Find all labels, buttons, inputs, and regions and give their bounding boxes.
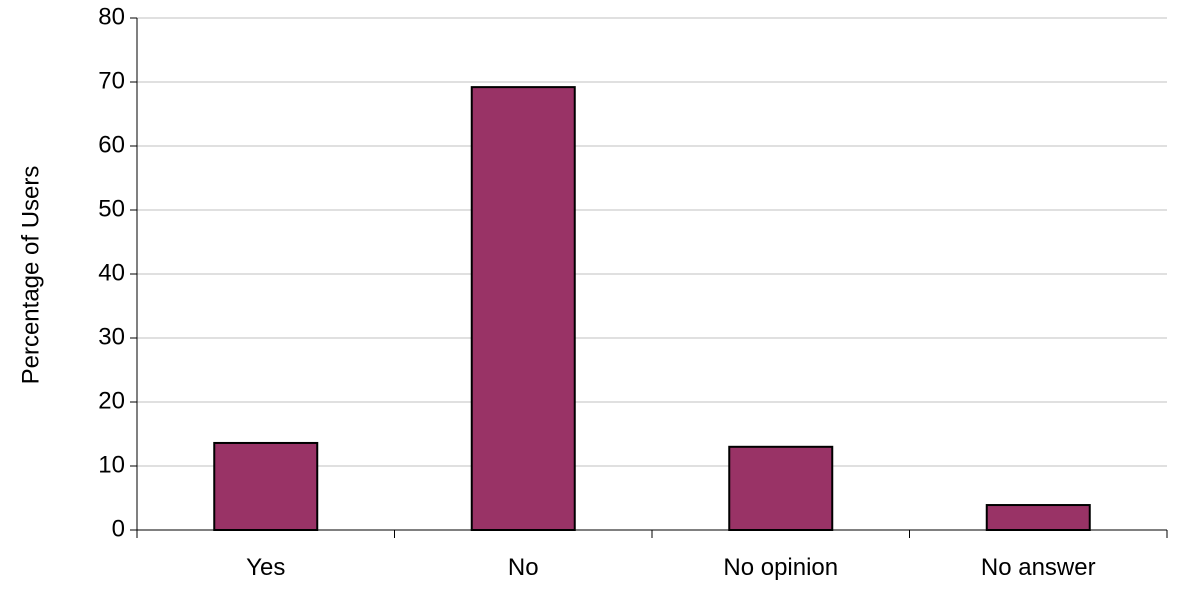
tick-labels: 0 10 20 30 40 50 60 70 80 Yes No No opinion No answe…	[98, 3, 1095, 581]
y-tick-label: 20	[98, 387, 125, 414]
y-axis-title: Percentage of Users	[17, 166, 44, 385]
y-tick-label: 50	[98, 195, 125, 222]
bars	[213, 86, 1091, 532]
x-category-label: No opinion	[723, 554, 838, 581]
x-category-label: Yes	[246, 554, 285, 581]
y-tick-label: 60	[98, 131, 125, 158]
y-tick-label: 10	[98, 451, 125, 478]
bar-no-answer	[985, 504, 1091, 532]
gridlines	[137, 17, 1167, 467]
bar-no	[470, 86, 576, 532]
x-category-label: No	[508, 554, 539, 581]
axes	[130, 17, 1168, 538]
y-tick-label: 30	[98, 323, 125, 350]
y-tick-label: 0	[112, 515, 125, 542]
bar-yes	[213, 441, 319, 531]
y-tick-label: 70	[98, 67, 125, 94]
y-tick-label: 80	[98, 3, 125, 30]
y-tick-label: 40	[98, 259, 125, 286]
x-category-label: No answer	[981, 554, 1096, 581]
bar-no-opinion	[728, 445, 834, 531]
